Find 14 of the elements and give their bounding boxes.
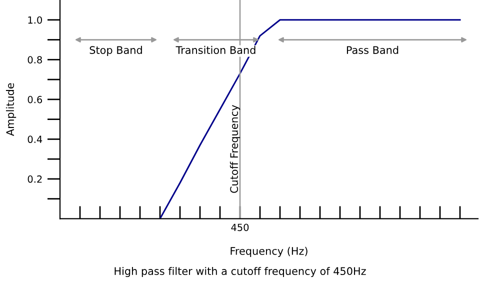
y-tick-label: 1.0 [28, 16, 42, 24]
y-tick-label: 0.6 [28, 96, 42, 104]
x-axis-title: Frequency (Hz) [230, 246, 308, 257]
annotation: Pass Band [346, 46, 398, 54]
text: High pass filter with a cutoff frequency of 450Hz [114, 266, 366, 278]
annotation: Stop Band [90, 46, 142, 56]
line-series [159, 19, 461, 219]
x-tick-label: 450 [231, 224, 249, 232]
y-tick-label: 0.4 [28, 136, 42, 144]
y-tick-label: 0.2 [28, 175, 42, 183]
y-axis-title: Amplitude [6, 83, 16, 136]
y-tick-label: 0.8 [28, 56, 42, 64]
annotation: Transition Band [176, 46, 256, 54]
ref-line-label: Cutoff Frequency [230, 105, 240, 193]
